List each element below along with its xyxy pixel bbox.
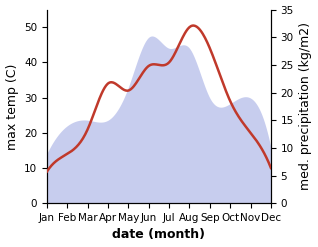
X-axis label: date (month): date (month) [113,228,205,242]
Y-axis label: med. precipitation (kg/m2): med. precipitation (kg/m2) [300,22,313,190]
Y-axis label: max temp (C): max temp (C) [5,63,18,149]
